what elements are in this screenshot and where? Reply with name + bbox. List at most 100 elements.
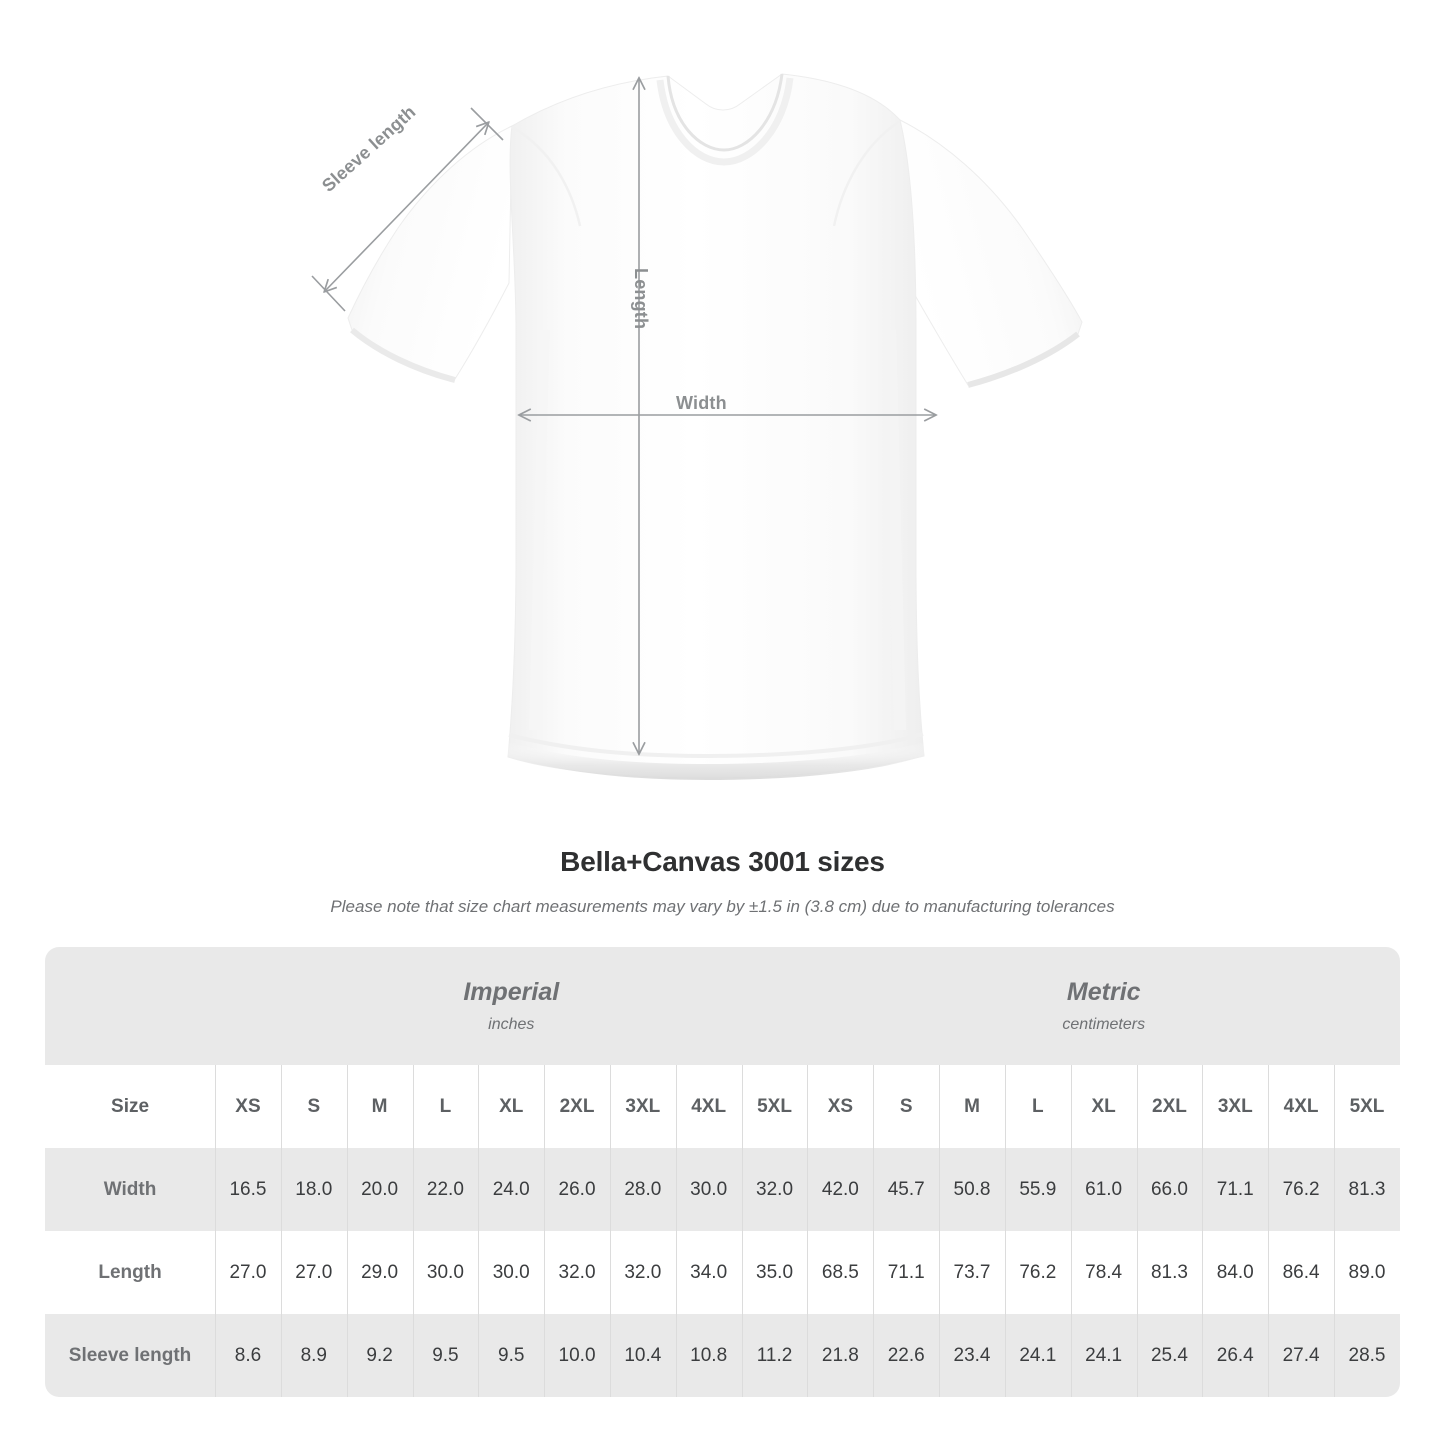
col-header-imp-m: M — [346, 1065, 413, 1148]
cell-sleeve-imp-s: 8.9 — [280, 1314, 347, 1397]
cell-sleeve-imp-2xl: 10.0 — [544, 1314, 610, 1397]
right-shoulder-seam — [832, 119, 901, 227]
col-header-imp-xl: XL — [478, 1065, 545, 1148]
row-label-sleeve-length: Sleeve length — [45, 1314, 216, 1397]
cell-width-imp-2xl: 26.0 — [544, 1148, 610, 1231]
fabric-fold-left — [529, 329, 550, 731]
title-block: Bella+Canvas 3001 sizes Please note that… — [0, 845, 1445, 918]
sleeve-arrow — [325, 123, 488, 291]
col-header-met-xs: XS — [807, 1065, 874, 1148]
cell-length-met-3xl: 84.0 — [1202, 1231, 1269, 1314]
cell-width-imp-5xl: 32.0 — [741, 1148, 808, 1231]
cell-width-met-l: 55.9 — [1004, 1148, 1071, 1231]
col-header-met-s: S — [873, 1065, 940, 1148]
cell-width-imp-xl: 24.0 — [478, 1148, 545, 1231]
cell-length-imp-l: 30.0 — [412, 1231, 479, 1314]
page-title: Bella+Canvas 3001 sizes — [560, 846, 885, 877]
unit-header-spacer — [45, 947, 216, 1065]
cell-width-imp-l: 22.0 — [412, 1148, 479, 1231]
cell-length-imp-xs: 27.0 — [215, 1231, 281, 1314]
row-label-length: Length — [45, 1231, 216, 1314]
size-chart-table: Imperial inches Metric centimeters Size … — [45, 947, 1400, 1397]
col-header-imp-4xl: 4XL — [675, 1065, 742, 1148]
tshirt-measurement-diagram: Sleeve length Length Width — [311, 73, 1083, 780]
length-label: Length — [631, 268, 651, 330]
cell-length-imp-xl: 30.0 — [478, 1231, 545, 1314]
cell-width-imp-xs: 16.5 — [215, 1148, 281, 1231]
cell-width-met-m: 50.8 — [939, 1148, 1005, 1231]
width-label: Width — [676, 393, 727, 413]
left-shoulder-seam — [511, 125, 582, 227]
cell-width-met-3xl: 71.1 — [1202, 1148, 1269, 1231]
metric-subtitle: centimeters — [1062, 1016, 1146, 1033]
cell-sleeve-met-xl: 24.1 — [1070, 1314, 1137, 1397]
cell-length-imp-4xl: 34.0 — [675, 1231, 742, 1314]
cell-length-met-2xl: 81.3 — [1136, 1231, 1203, 1314]
col-header-met-m: M — [939, 1065, 1005, 1148]
collar-rib — [656, 77, 794, 166]
left-sleeve — [347, 125, 513, 380]
cell-sleeve-met-s: 22.6 — [873, 1314, 940, 1397]
col-header-met-2xl: 2XL — [1136, 1065, 1203, 1148]
cell-sleeve-met-2xl: 25.4 — [1136, 1314, 1203, 1397]
cell-sleeve-met-4xl: 27.4 — [1268, 1314, 1334, 1397]
cell-length-imp-m: 29.0 — [346, 1231, 413, 1314]
cell-width-met-5xl: 81.3 — [1333, 1148, 1400, 1231]
cell-width-met-2xl: 66.0 — [1136, 1148, 1203, 1231]
cell-sleeve-imp-xs: 8.6 — [215, 1314, 281, 1397]
shirt-shape — [347, 73, 1083, 780]
sleeve-tick-upper — [470, 107, 504, 141]
header-size-label: Size — [45, 1065, 216, 1148]
bottom-hem — [508, 742, 924, 780]
cell-length-met-l: 76.2 — [1004, 1231, 1071, 1314]
table-row: Width 16.5 18.0 20.0 22.0 24.0 26.0 28.0… — [45, 1148, 1400, 1231]
shirt-body — [507, 73, 925, 779]
right-sleeve — [899, 119, 1083, 386]
cell-sleeve-met-5xl: 28.5 — [1333, 1314, 1400, 1397]
fabric-fold-right — [884, 329, 906, 731]
cell-sleeve-imp-m: 9.2 — [346, 1314, 413, 1397]
imperial-title: Imperial — [463, 978, 560, 1006]
cell-sleeve-imp-xl: 9.5 — [478, 1314, 545, 1397]
unit-group-header-row: Imperial inches Metric centimeters — [45, 947, 1400, 1065]
unit-group-metric: Metric centimeters — [807, 947, 1400, 1065]
sleeve-tick-lower — [311, 275, 346, 312]
size-header-row: Size XS S M L XL 2XL 3XL 4XL 5XL XS S M … — [45, 1065, 1400, 1148]
left-sleeve-hem — [350, 327, 456, 383]
imperial-subtitle: inches — [488, 1016, 535, 1033]
col-header-imp-l: L — [412, 1065, 479, 1148]
neckline — [666, 73, 784, 152]
cell-sleeve-imp-5xl: 11.2 — [741, 1314, 808, 1397]
cell-length-met-4xl: 86.4 — [1268, 1231, 1334, 1314]
size-chart-table-container: Imperial inches Metric centimeters Size … — [45, 947, 1400, 1397]
cell-width-met-4xl: 76.2 — [1268, 1148, 1334, 1231]
cell-width-imp-4xl: 30.0 — [675, 1148, 742, 1231]
table-row: Length 27.0 27.0 29.0 30.0 30.0 32.0 32.… — [45, 1231, 1400, 1314]
col-header-met-l: L — [1004, 1065, 1071, 1148]
cell-length-met-m: 73.7 — [939, 1231, 1005, 1314]
col-header-met-3xl: 3XL — [1202, 1065, 1269, 1148]
cell-length-met-xl: 78.4 — [1070, 1231, 1137, 1314]
col-header-imp-xs: XS — [215, 1065, 281, 1148]
col-header-met-4xl: 4XL — [1268, 1065, 1334, 1148]
cell-sleeve-imp-4xl: 10.8 — [675, 1314, 742, 1397]
cell-width-imp-s: 18.0 — [280, 1148, 347, 1231]
cell-sleeve-met-xs: 21.8 — [807, 1314, 874, 1397]
cell-width-met-xs: 42.0 — [807, 1148, 874, 1231]
cell-width-imp-m: 20.0 — [346, 1148, 413, 1231]
unit-group-imperial: Imperial inches — [215, 947, 808, 1065]
col-header-imp-3xl: 3XL — [609, 1065, 676, 1148]
tshirt-illustration — [311, 73, 1083, 780]
cell-length-met-xs: 68.5 — [807, 1231, 874, 1314]
tolerance-note: Please note that size chart measurements… — [330, 897, 1115, 916]
col-header-imp-5xl: 5XL — [741, 1065, 808, 1148]
right-sleeve-hem — [967, 331, 1080, 388]
cell-width-met-xl: 61.0 — [1070, 1148, 1137, 1231]
col-header-imp-s: S — [280, 1065, 347, 1148]
cell-length-met-s: 71.1 — [873, 1231, 940, 1314]
col-header-met-xl: XL — [1070, 1065, 1137, 1148]
cell-length-imp-2xl: 32.0 — [544, 1231, 610, 1314]
cell-sleeve-met-3xl: 26.4 — [1202, 1314, 1269, 1397]
cell-sleeve-imp-3xl: 10.4 — [609, 1314, 676, 1397]
cell-length-imp-5xl: 35.0 — [741, 1231, 808, 1314]
